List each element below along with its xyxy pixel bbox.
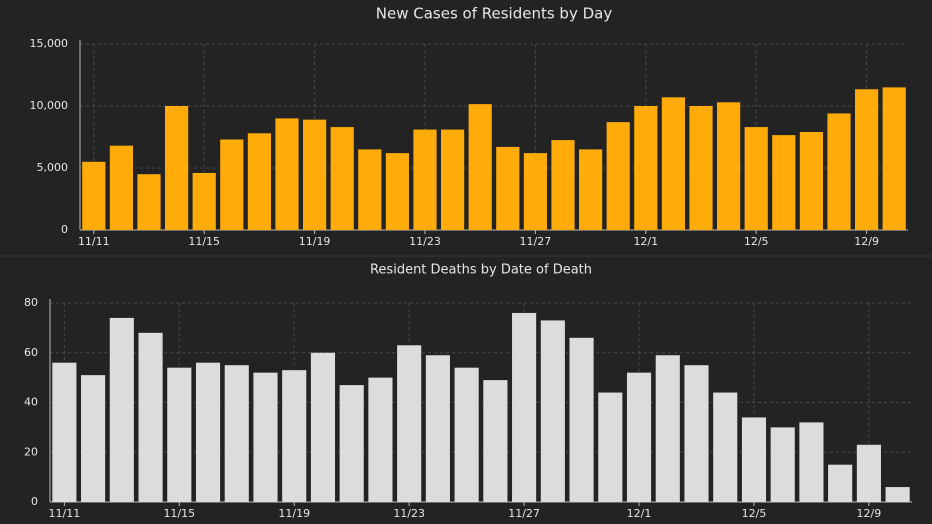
bar <box>220 139 244 230</box>
bar <box>413 129 437 230</box>
bar <box>397 345 422 502</box>
bar <box>661 97 685 230</box>
bar <box>454 367 479 502</box>
bar <box>772 135 796 230</box>
chart-title: New Cases of Residents by Day <box>376 5 613 23</box>
x-tick-label: 11/19 <box>299 235 331 248</box>
x-tick-label: 11/11 <box>78 235 110 248</box>
bar <box>137 174 161 230</box>
bar <box>799 422 824 502</box>
bar <box>741 417 767 502</box>
bar <box>496 146 520 230</box>
bar <box>885 487 910 502</box>
bar <box>109 317 134 502</box>
bar <box>303 119 327 230</box>
bar <box>856 444 881 502</box>
bar <box>551 140 575 230</box>
bar <box>253 372 278 502</box>
bar <box>655 355 680 502</box>
x-tick-label: 11/19 <box>278 507 310 520</box>
bar <box>368 377 393 502</box>
bar <box>689 106 713 230</box>
bar <box>275 118 299 230</box>
x-tick-label: 12/5 <box>742 507 767 520</box>
bar <box>425 355 450 502</box>
bar <box>579 149 603 230</box>
y-tick-label: 80 <box>24 296 38 309</box>
y-tick-label: 15,000 <box>30 37 69 50</box>
bar <box>138 332 163 502</box>
bar <box>598 392 623 502</box>
x-tick-label: 12/9 <box>857 507 882 520</box>
x-tick-label: 11/27 <box>508 507 540 520</box>
bar <box>770 427 795 502</box>
bar <box>569 337 594 502</box>
bar <box>310 352 336 502</box>
bar <box>192 172 216 230</box>
bar <box>441 129 465 230</box>
y-tick-label: 10,000 <box>30 99 69 112</box>
bar <box>358 149 382 230</box>
bar <box>195 362 221 502</box>
bar <box>468 104 492 230</box>
bar <box>855 89 879 230</box>
bar <box>167 367 192 502</box>
bar <box>882 87 906 231</box>
bar <box>165 106 189 230</box>
bar <box>385 153 409 230</box>
x-tick-label: 11/23 <box>393 507 425 520</box>
bar <box>606 122 630 230</box>
bar <box>330 127 354 230</box>
x-tick-label: 11/11 <box>49 507 81 520</box>
y-tick-label: 0 <box>31 495 38 508</box>
x-tick-label: 11/23 <box>409 235 441 248</box>
bar <box>81 375 106 502</box>
x-tick-label: 12/9 <box>854 235 879 248</box>
bar <box>828 464 853 502</box>
y-tick-label: 60 <box>24 346 38 359</box>
bar <box>523 153 547 230</box>
bar <box>626 372 652 502</box>
bar <box>634 106 658 230</box>
x-tick-label: 11/15 <box>163 507 195 520</box>
bar <box>540 320 565 502</box>
bar <box>224 365 249 502</box>
bar <box>799 132 823 230</box>
chart-title: Resident Deaths by Date of Death <box>370 263 592 278</box>
bar <box>713 392 738 502</box>
bar <box>684 365 709 502</box>
y-tick-label: 20 <box>24 445 38 458</box>
x-tick-label: 11/15 <box>188 235 220 248</box>
x-tick-label: 12/1 <box>627 507 652 520</box>
x-tick-label: 12/1 <box>633 235 658 248</box>
bar <box>512 312 537 502</box>
bar <box>483 380 508 502</box>
x-tick-label: 11/27 <box>520 235 552 248</box>
bar <box>109 145 133 230</box>
y-tick-label: 40 <box>24 396 38 409</box>
x-tick-label: 12/5 <box>744 235 769 248</box>
bar <box>744 127 768 230</box>
bar <box>339 385 364 502</box>
bar <box>282 370 307 502</box>
y-tick-label: 0 <box>61 223 68 236</box>
bar <box>827 113 851 230</box>
bar <box>82 161 106 230</box>
bar <box>247 133 271 230</box>
bar <box>717 102 741 230</box>
bar <box>52 362 77 502</box>
y-tick-label: 5,000 <box>37 161 69 174</box>
